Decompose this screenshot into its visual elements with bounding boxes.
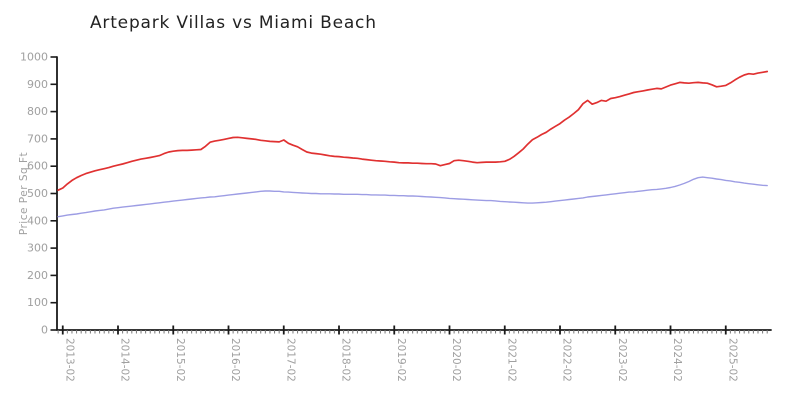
y-tick-label: 0 xyxy=(41,324,48,337)
y-tick-label: 400 xyxy=(27,214,48,227)
x-tick-label: 2021-02 xyxy=(505,338,517,382)
y-tick-label: 1000 xyxy=(20,51,48,64)
x-tick-label: 2020-02 xyxy=(450,338,462,382)
x-tick-label: 2025-02 xyxy=(726,338,738,382)
x-tick-label: 2019-02 xyxy=(395,338,407,382)
y-axis-title: Price Per Sq Ft xyxy=(18,152,30,235)
x-tick-label: 2024-02 xyxy=(671,338,683,382)
x-tick-label: 2014-02 xyxy=(119,338,131,382)
y-tick-label: 600 xyxy=(27,160,48,173)
y-tick-label: 900 xyxy=(27,78,48,91)
x-tick-label: 2013-02 xyxy=(63,338,75,382)
chart-title: Artepark Villas vs Miami Beach xyxy=(90,13,377,33)
x-tick-label: 2015-02 xyxy=(174,338,186,382)
x-tick-label: 2016-02 xyxy=(229,338,241,382)
x-tick-label: 2022-02 xyxy=(561,338,573,382)
x-tick-label: 2023-02 xyxy=(616,338,628,382)
series-line-artepark-villas xyxy=(57,70,769,192)
y-tick-label: 700 xyxy=(27,132,48,145)
y-tick-label: 200 xyxy=(27,269,48,282)
x-tick-label: 2018-02 xyxy=(340,338,352,382)
y-tick-label: 500 xyxy=(27,187,48,200)
y-tick-label: 300 xyxy=(27,242,48,255)
y-tick-label: 100 xyxy=(27,296,48,309)
x-tick-label: 2017-02 xyxy=(284,338,296,382)
series-line-miami-beach xyxy=(57,176,768,218)
y-tick-label: 800 xyxy=(27,105,48,118)
